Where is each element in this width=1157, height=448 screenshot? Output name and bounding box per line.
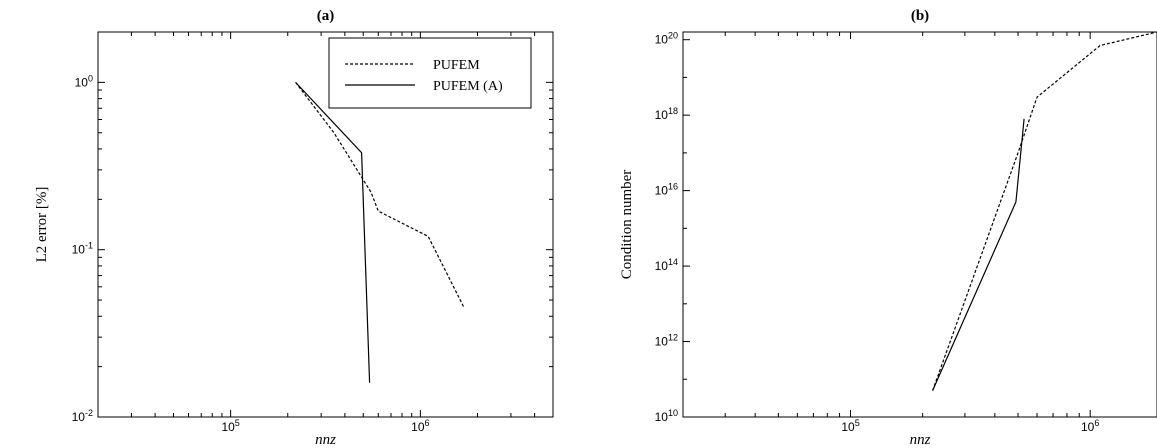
legend: PUFEM PUFEM (A) xyxy=(328,37,532,109)
legend-label: PUFEM (A) xyxy=(433,79,503,94)
x-tick-label: 105 xyxy=(841,418,859,434)
y-tick-label: 1010 xyxy=(655,408,678,424)
y-tick-label: 10-2 xyxy=(72,408,93,424)
y-tick-label: 100 xyxy=(75,73,93,89)
x-axis-title: nnz xyxy=(910,432,931,448)
x-axis-title: nnz xyxy=(315,432,336,448)
y-tick-label: 10-1 xyxy=(72,241,93,257)
y-tick-label: 1016 xyxy=(655,182,678,198)
y-tick-label: 1014 xyxy=(655,257,678,273)
series-line-pufem xyxy=(295,82,465,308)
x-tick-label: 106 xyxy=(411,418,429,434)
x-tick-label: 106 xyxy=(1081,418,1099,434)
y-axis-title: L2 error [%] xyxy=(34,187,50,263)
series-line-pufem-a xyxy=(295,81,371,383)
legend-label: PUFEM xyxy=(433,58,480,73)
plot-frame xyxy=(97,31,554,418)
y-tick-label: 1012 xyxy=(655,333,678,349)
x-tick-label: 105 xyxy=(221,418,239,434)
series-line-pufem xyxy=(932,32,1157,391)
legend-box xyxy=(328,37,532,109)
panel-title: (b) xyxy=(911,8,929,24)
series-line-pufem-a xyxy=(932,118,1025,391)
panel-title: (a) xyxy=(317,8,335,24)
y-axis-title: Condition number xyxy=(619,170,635,280)
panel-a: (a) nnz L2 error [%] 105 106 10-2 10-1 100 PUFEM… xyxy=(34,8,554,448)
plot-frame xyxy=(682,31,1157,418)
y-tick-label: 1018 xyxy=(655,106,678,122)
y-tick-label: 1020 xyxy=(655,31,678,47)
panel-b: (b) nnz Condition number 105 106 1010 1012 1014… xyxy=(619,8,1157,448)
